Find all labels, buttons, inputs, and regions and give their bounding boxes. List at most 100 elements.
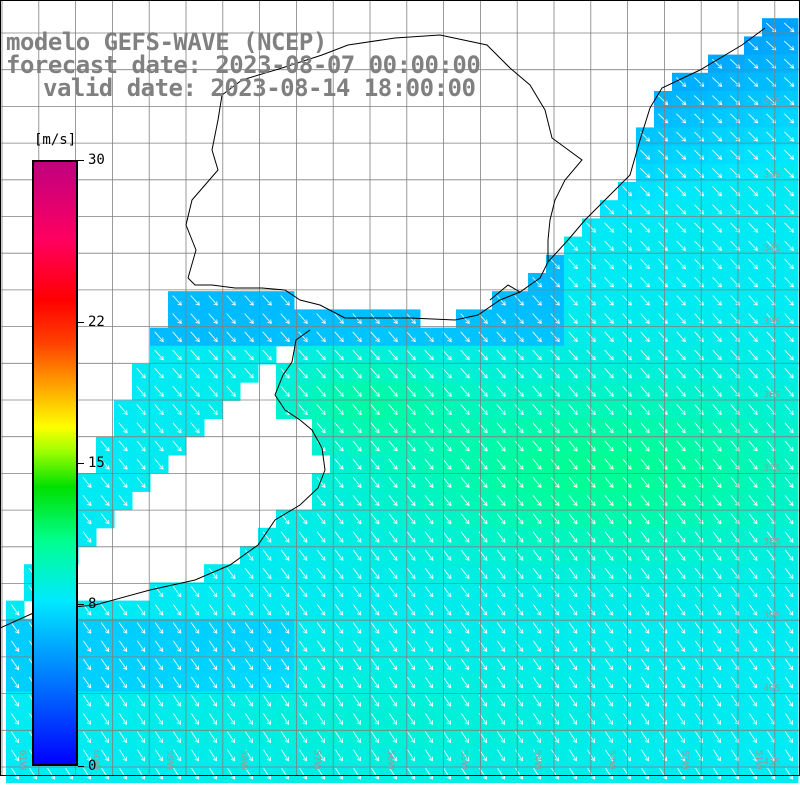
wind-arrow (460, 404, 470, 416)
wind-arrow (316, 476, 326, 488)
wind-arrow (406, 676, 416, 689)
wind-arrow (424, 622, 434, 634)
wind-arrow (749, 695, 758, 707)
wind-arrow (442, 640, 452, 653)
wind-arrow (550, 349, 560, 361)
wind-arrow (352, 495, 362, 507)
wind-arrow (101, 767, 109, 780)
wind-arrow (677, 695, 686, 707)
wind-arrow (712, 640, 722, 653)
wind-arrow (622, 404, 632, 416)
wind-arrow (622, 313, 632, 324)
wind-arrow (712, 458, 722, 470)
wind-arrow (226, 604, 236, 616)
latitude-label: 35S (763, 317, 780, 327)
wind-arrow (298, 604, 308, 616)
wind-arrow (676, 549, 686, 561)
wind-arrow (749, 767, 757, 780)
wind-arrow (208, 386, 218, 397)
wind-arrow (496, 604, 506, 616)
wind-arrow (191, 695, 200, 707)
wind-arrow (712, 513, 722, 525)
wind-arrow (748, 549, 758, 561)
wind-arrow (209, 749, 217, 762)
latitude-label: 40S (763, 684, 780, 694)
wind-arrow (208, 586, 218, 598)
wind-arrow (100, 640, 110, 653)
wind-arrow (622, 386, 632, 397)
wind-arrow (388, 513, 398, 525)
wind-arrow (622, 622, 632, 634)
wind-arrow (676, 77, 687, 87)
wind-arrow (550, 386, 560, 397)
wind-arrow (137, 695, 146, 707)
wind-arrow (677, 731, 686, 744)
wind-arrow (784, 149, 795, 160)
wind-arrow (137, 767, 145, 780)
wind-arrow (118, 404, 128, 416)
wind-arrow (100, 604, 110, 616)
wind-arrow (83, 713, 92, 725)
wind-arrow (82, 513, 92, 525)
wind-arrow (245, 695, 254, 707)
wind-arrow (640, 658, 650, 671)
wind-arrow (352, 676, 362, 689)
wind-arrow (605, 713, 614, 725)
wind-arrow (316, 658, 326, 671)
wind-arrow (568, 422, 578, 434)
wind-arrow (569, 695, 578, 707)
wind-arrow (784, 658, 794, 671)
wind-arrow (136, 440, 146, 452)
colorbar-tick-label: 30 (88, 152, 105, 168)
wind-arrow (262, 622, 272, 634)
wind-arrow (550, 331, 560, 343)
wind-arrow (388, 604, 398, 616)
wind-arrow (316, 586, 326, 598)
wind-arrow (172, 586, 182, 598)
wind-arrow (640, 149, 651, 160)
wind-arrow (389, 695, 398, 707)
wind-arrow (550, 531, 560, 543)
wind-arrow (550, 458, 560, 470)
model-title: modelo GEFS-WAVE (NCEP) (6, 28, 327, 56)
wind-arrow (209, 695, 218, 707)
wind-arrow (370, 349, 380, 361)
wind-arrow (713, 731, 722, 744)
wind-arrow (388, 676, 398, 689)
wind-arrow (424, 386, 434, 397)
wind-arrow (172, 386, 182, 397)
wind-arrow (497, 749, 505, 762)
wind-arrow (604, 258, 614, 270)
wind-arrow (334, 531, 344, 543)
wind-arrow (190, 349, 200, 361)
wind-arrow (370, 658, 380, 671)
wind-arrow (604, 222, 615, 233)
wind-arrow (136, 404, 146, 416)
wind-arrow (747, 40, 759, 51)
wind-arrow (514, 658, 524, 671)
wind-arrow (622, 476, 632, 488)
wind-arrow (767, 767, 775, 780)
wind-arrow (514, 440, 524, 452)
wind-arrow (316, 386, 326, 397)
wind-arrow (604, 658, 614, 671)
wind-arrow (712, 204, 723, 215)
latitude-label: 41S (763, 758, 780, 768)
wind-arrow (496, 331, 506, 343)
wind-arrow (370, 495, 380, 507)
latitude-label: 37S (763, 464, 780, 474)
wind-arrow (335, 767, 343, 780)
wind-arrow (731, 731, 740, 744)
wind-arrow (461, 731, 470, 744)
wind-arrow (676, 531, 686, 543)
wind-arrow (334, 622, 344, 634)
wind-arrow (640, 349, 650, 361)
wind-arrow (334, 386, 344, 397)
wind-arrow (370, 513, 380, 525)
wind-arrow (622, 277, 632, 288)
wind-arrow (352, 658, 362, 671)
wind-arrow (604, 604, 614, 616)
wind-arrow (496, 676, 506, 689)
wind-arrow (784, 168, 795, 179)
